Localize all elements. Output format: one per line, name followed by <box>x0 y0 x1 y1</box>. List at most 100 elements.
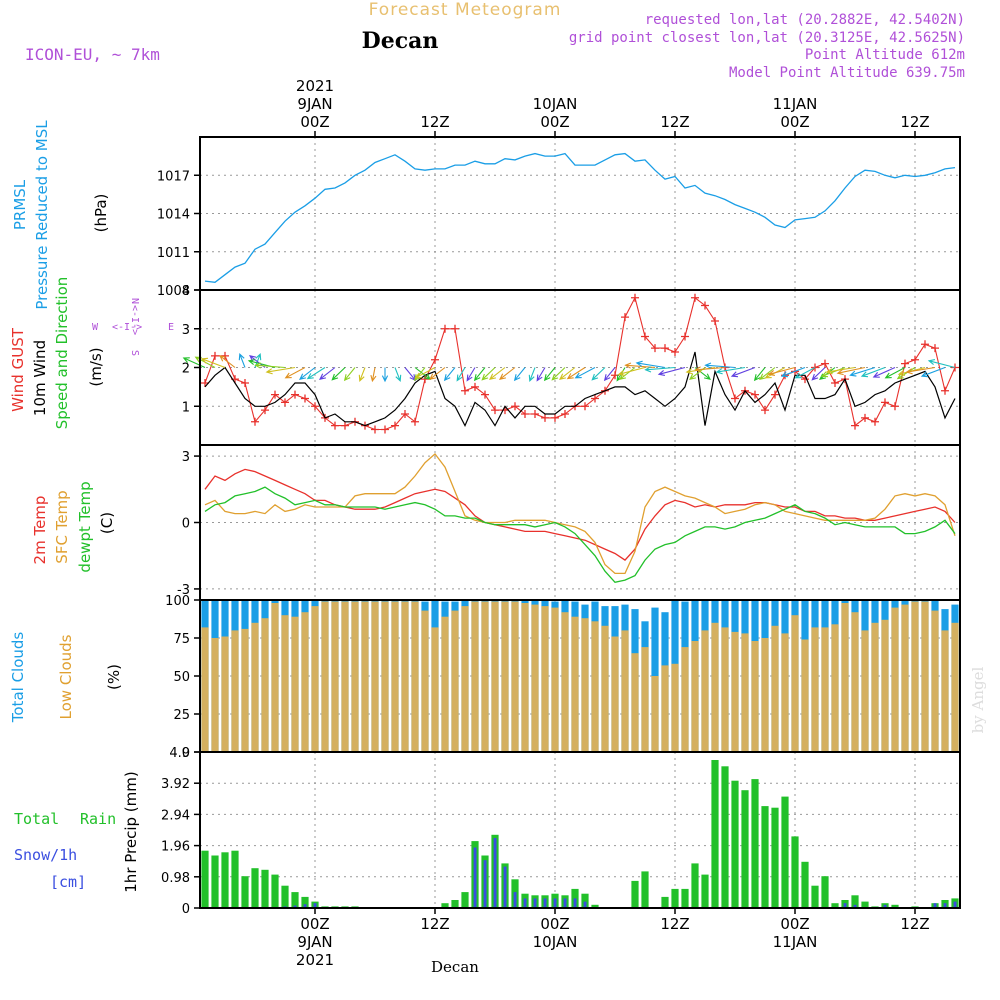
rain-bar <box>591 904 599 908</box>
rain-bar <box>731 780 739 908</box>
gust-point <box>851 421 859 430</box>
wind-arrow <box>818 367 836 380</box>
gust-point <box>831 379 839 387</box>
wind-arrow <box>370 367 377 383</box>
label-dewpt-temp: dewpt Temp <box>76 481 94 572</box>
y-tick-label: 1008 <box>157 284 190 299</box>
low-cloud-bar <box>611 636 619 752</box>
compass-s: S <box>129 350 140 356</box>
x-tick-label: 10JAN <box>533 933 578 951</box>
low-cloud-bar <box>361 601 369 752</box>
low-cloud-bar <box>331 601 339 752</box>
snow-bar <box>573 898 577 908</box>
low-cloud-bar <box>471 601 479 752</box>
wind-arrow <box>927 359 956 369</box>
rain-bar <box>801 861 809 908</box>
low-cloud-bar <box>911 601 919 752</box>
snow-bar <box>853 904 857 908</box>
y-tick-label: 25 <box>173 708 190 723</box>
y-tick-label: 3 <box>182 323 190 338</box>
rain-bar <box>461 892 469 908</box>
wind-arrow <box>884 367 906 379</box>
snow-bar <box>933 903 937 908</box>
rain-bar <box>741 790 749 908</box>
wind-arrow <box>860 366 886 378</box>
low-cloud-bar <box>811 627 819 752</box>
gust-point <box>591 394 599 403</box>
label-10m-wind: 10m Wind <box>31 340 49 416</box>
low-cloud-bar <box>251 622 259 752</box>
low-cloud-bar <box>641 647 649 752</box>
low-cloud-bar <box>801 639 809 752</box>
gust-point <box>241 379 249 387</box>
wind-arrow <box>428 367 446 380</box>
low-cloud-bar <box>861 630 869 752</box>
low-cloud-bar <box>831 624 839 752</box>
y-tick-label: 4.9 <box>169 746 190 761</box>
gust-point <box>751 390 759 399</box>
wind-arrow <box>343 367 356 382</box>
rain-bar <box>761 806 769 908</box>
rain-bar <box>661 896 669 908</box>
wind-arrow <box>200 357 226 369</box>
low-cloud-bar <box>291 616 299 752</box>
wind-arrow <box>488 367 506 380</box>
footer-location: Decan <box>431 958 479 976</box>
label-sfc-temp: SFC Temp <box>53 490 71 563</box>
panel-temperature: -3 0 3 <box>177 444 961 601</box>
low-cloud-bar <box>721 627 729 752</box>
compass-rose: W E N S <-I-> <-I-> <box>92 298 174 356</box>
low-cloud-bar <box>381 601 389 752</box>
gust-point <box>251 417 259 426</box>
gust-point <box>281 398 289 407</box>
snow-bar <box>503 866 507 908</box>
wind-arrow <box>443 367 456 382</box>
rain-bar <box>221 852 229 908</box>
low-cloud-bar <box>421 610 429 752</box>
low-cloud-bar <box>401 601 409 752</box>
label-prmsl: PRMSL <box>11 179 29 230</box>
snow-bar <box>843 903 847 908</box>
gust-point <box>621 313 629 322</box>
y-tick-label: -3 <box>177 583 190 598</box>
low-cloud-bar <box>351 601 359 752</box>
low-cloud-bar <box>601 625 609 752</box>
wind-arrow <box>306 367 326 380</box>
low-cloud-bar <box>951 622 959 752</box>
x-tick-label: 00Z <box>300 113 329 131</box>
rain-bar <box>861 901 869 908</box>
gust-point <box>861 413 869 422</box>
wind-arrow <box>603 367 616 382</box>
label-2m-temp: 2m Temp <box>31 496 49 565</box>
low-cloud-bar <box>631 653 639 752</box>
rain-bar <box>781 796 789 908</box>
gust-point <box>531 410 539 418</box>
rain-bar <box>441 903 449 908</box>
low-cloud-bar <box>661 665 669 752</box>
wind-arrow <box>404 367 417 382</box>
gust-point <box>911 355 919 364</box>
x-tick-label: 00Z <box>540 113 569 131</box>
low-cloud-bar <box>731 631 739 752</box>
wind-line <box>204 351 956 428</box>
rain-bar <box>791 836 799 908</box>
low-cloud-bar <box>451 610 459 752</box>
x-tick-label: 12Z <box>660 915 689 933</box>
y-tick-label: 1011 <box>157 246 190 261</box>
rain-bar <box>231 850 239 908</box>
legend-cm: [cm] <box>50 873 86 891</box>
rain-bar <box>721 766 729 908</box>
y-tick-label: 0 <box>182 902 190 917</box>
snow-bar <box>523 898 527 908</box>
label-c: (C) <box>98 512 116 534</box>
y-tick-label: 1.96 <box>161 840 190 855</box>
low-cloud-bar <box>521 603 529 752</box>
gust-point <box>631 293 639 302</box>
rain-bar <box>301 896 309 908</box>
snow-bar <box>293 905 297 908</box>
gust-point <box>821 359 829 368</box>
wind-arrow <box>780 366 806 378</box>
wind-arrow <box>849 366 876 377</box>
wind-arrow <box>543 367 556 382</box>
wind-arrow <box>767 366 796 376</box>
